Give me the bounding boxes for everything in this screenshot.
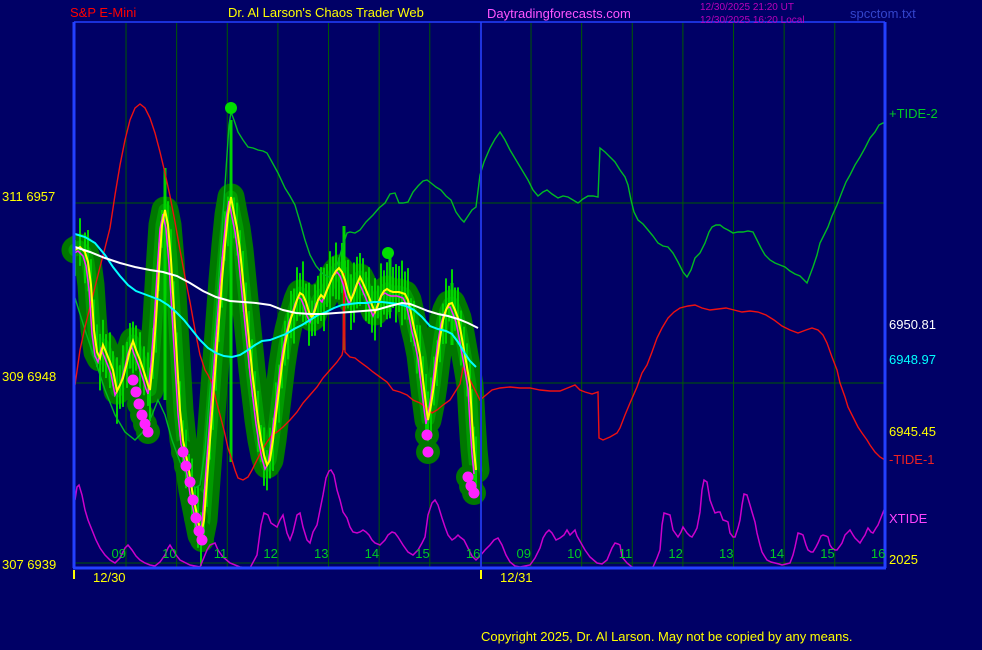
hour-label-7: 16 — [465, 546, 481, 561]
right-label-6950-81: 6950.81 — [889, 317, 936, 332]
hour-label-8: 09 — [516, 546, 532, 561]
hour-label-11: 12 — [668, 546, 683, 561]
date-label-day1: 12/30 — [93, 570, 126, 585]
site-link[interactable]: Daytradingforecasts.com — [487, 6, 631, 21]
right-label-6945-45: 6945.45 — [889, 424, 936, 439]
hour-label-3: 12 — [263, 546, 278, 561]
y-axis-label-0: 311 6957 — [2, 189, 56, 204]
right-label-2025: 2025 — [889, 552, 918, 567]
cyan-ma-line — [74, 233, 477, 368]
price-magenta-line — [72, 200, 475, 540]
timestamp-local: 12/30/2025 16:20 Local — [700, 15, 805, 26]
white-ma-line — [74, 246, 479, 329]
hour-label-13: 14 — [769, 546, 785, 561]
hour-label-12: 13 — [719, 546, 734, 561]
price-line — [74, 196, 477, 536]
right-label-xtide: XTIDE — [889, 511, 928, 526]
y-axis-label-2: 307 6939 — [2, 557, 57, 572]
hour-label-10: 11 — [618, 546, 633, 561]
copyright-notice: Copyright 2025, Dr. Al Larson. May not b… — [481, 629, 853, 644]
symbol-label: S&P E-Mini — [70, 5, 137, 20]
hour-label-4: 13 — [314, 546, 329, 561]
chart-frame — [72, 21, 887, 579]
page-title: Dr. Al Larson's Chaos Trader Web — [228, 5, 424, 20]
hour-label-1: 10 — [162, 546, 177, 561]
hour-label-0: 09 — [111, 546, 127, 561]
right-label--tide-1: -TIDE-1 — [889, 452, 935, 467]
timestamp-ut: 12/30/2025 21:20 UT — [700, 2, 794, 13]
date-label-day2: 12/31 — [500, 570, 533, 585]
hour-label-9: 10 — [567, 546, 582, 561]
hour-label-2: 11 — [213, 546, 228, 561]
hour-label-15: 16 — [870, 546, 886, 561]
data-file-label: spcctom.txt — [850, 6, 916, 21]
hour-label-14: 15 — [820, 546, 835, 561]
right-label--tide-2: +TIDE-2 — [889, 106, 938, 121]
hour-label-6: 15 — [415, 546, 430, 561]
y-axis-label-1: 309 6948 — [2, 369, 57, 384]
hour-label-5: 14 — [364, 546, 380, 561]
tide-minus-line — [74, 103, 886, 481]
right-label-6948-97: 6948.97 — [889, 352, 936, 367]
tide-plus-line — [74, 109, 885, 489]
pivot-balls — [225, 102, 394, 259]
xtide-line — [74, 469, 886, 569]
signal-dots — [127, 374, 480, 546]
